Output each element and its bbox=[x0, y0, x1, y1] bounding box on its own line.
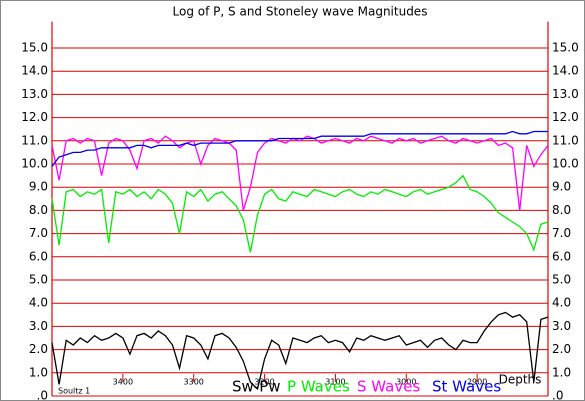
y2-tick-label: 15.0 bbox=[552, 41, 579, 55]
y2-tick-label: 8.0 bbox=[552, 203, 571, 217]
series-line bbox=[51, 130, 548, 167]
y2-tick-label: .0 bbox=[552, 389, 563, 401]
y-tick-label: 13.0 bbox=[21, 87, 48, 101]
well-name: Soultz 1 bbox=[58, 387, 90, 396]
y2-tick-label: 5.0 bbox=[552, 273, 571, 287]
y-tick-label: 4.0 bbox=[29, 296, 48, 310]
legend-label: St Waves bbox=[432, 378, 501, 396]
y-tick-label: 8.0 bbox=[29, 203, 48, 217]
y2-tick-label: 9.0 bbox=[552, 180, 571, 194]
x-tick-label: 3100 bbox=[325, 378, 345, 387]
y2-tick-label: 11.0 bbox=[552, 133, 579, 147]
legend-label: S Waves bbox=[357, 378, 420, 396]
y2-tick-label: 4.0 bbox=[552, 296, 571, 310]
legend-label: P Waves bbox=[287, 378, 350, 396]
x-tick-label: 3300 bbox=[184, 378, 204, 387]
y-tick-label: .0 bbox=[37, 389, 48, 401]
y-tick-label: 6.0 bbox=[29, 249, 48, 263]
y2-tick-label: 6.0 bbox=[552, 249, 571, 263]
y2-tick-label: 7.0 bbox=[552, 226, 571, 240]
y-tick-label: 9.0 bbox=[29, 180, 48, 194]
y2-tick-label: 3.0 bbox=[552, 319, 571, 333]
series-line bbox=[51, 311, 549, 391]
x-tick-label: 3200 bbox=[254, 378, 274, 387]
y-tick-label: 3.0 bbox=[29, 319, 48, 333]
x-tick-label: 3400 bbox=[113, 378, 133, 387]
y-tick-label: 14.0 bbox=[21, 64, 48, 78]
chart-title: Log of P, S and Stoneley wave Magnitudes bbox=[173, 5, 428, 19]
y2-tick-label: 13.0 bbox=[552, 87, 579, 101]
y-tick-label: 5.0 bbox=[29, 273, 48, 287]
y2-tick-label: 10.0 bbox=[552, 157, 579, 171]
y2-tick-label: 1.0 bbox=[552, 365, 571, 379]
series-line bbox=[51, 135, 549, 211]
y2-tick-label: 2.0 bbox=[552, 342, 571, 356]
x-tick-label: 2900 bbox=[467, 378, 487, 387]
y2-tick-label: 12.0 bbox=[552, 110, 579, 124]
y-tick-label: 10.0 bbox=[21, 157, 48, 171]
legend-label: Sw-Pw bbox=[232, 378, 281, 396]
x-axis-label: Depths bbox=[499, 373, 542, 387]
y-tick-label: 7.0 bbox=[29, 226, 48, 240]
y-tick-label: 11.0 bbox=[21, 133, 48, 147]
x-tick-label: 3000 bbox=[396, 378, 416, 387]
y-tick-label: 1.0 bbox=[29, 365, 48, 379]
y-tick-label: 12.0 bbox=[21, 110, 48, 124]
series-line bbox=[51, 174, 549, 253]
y-tick-label: 15.0 bbox=[21, 41, 48, 55]
y2-tick-label: 14.0 bbox=[552, 64, 579, 78]
y-tick-label: 2.0 bbox=[29, 342, 48, 356]
